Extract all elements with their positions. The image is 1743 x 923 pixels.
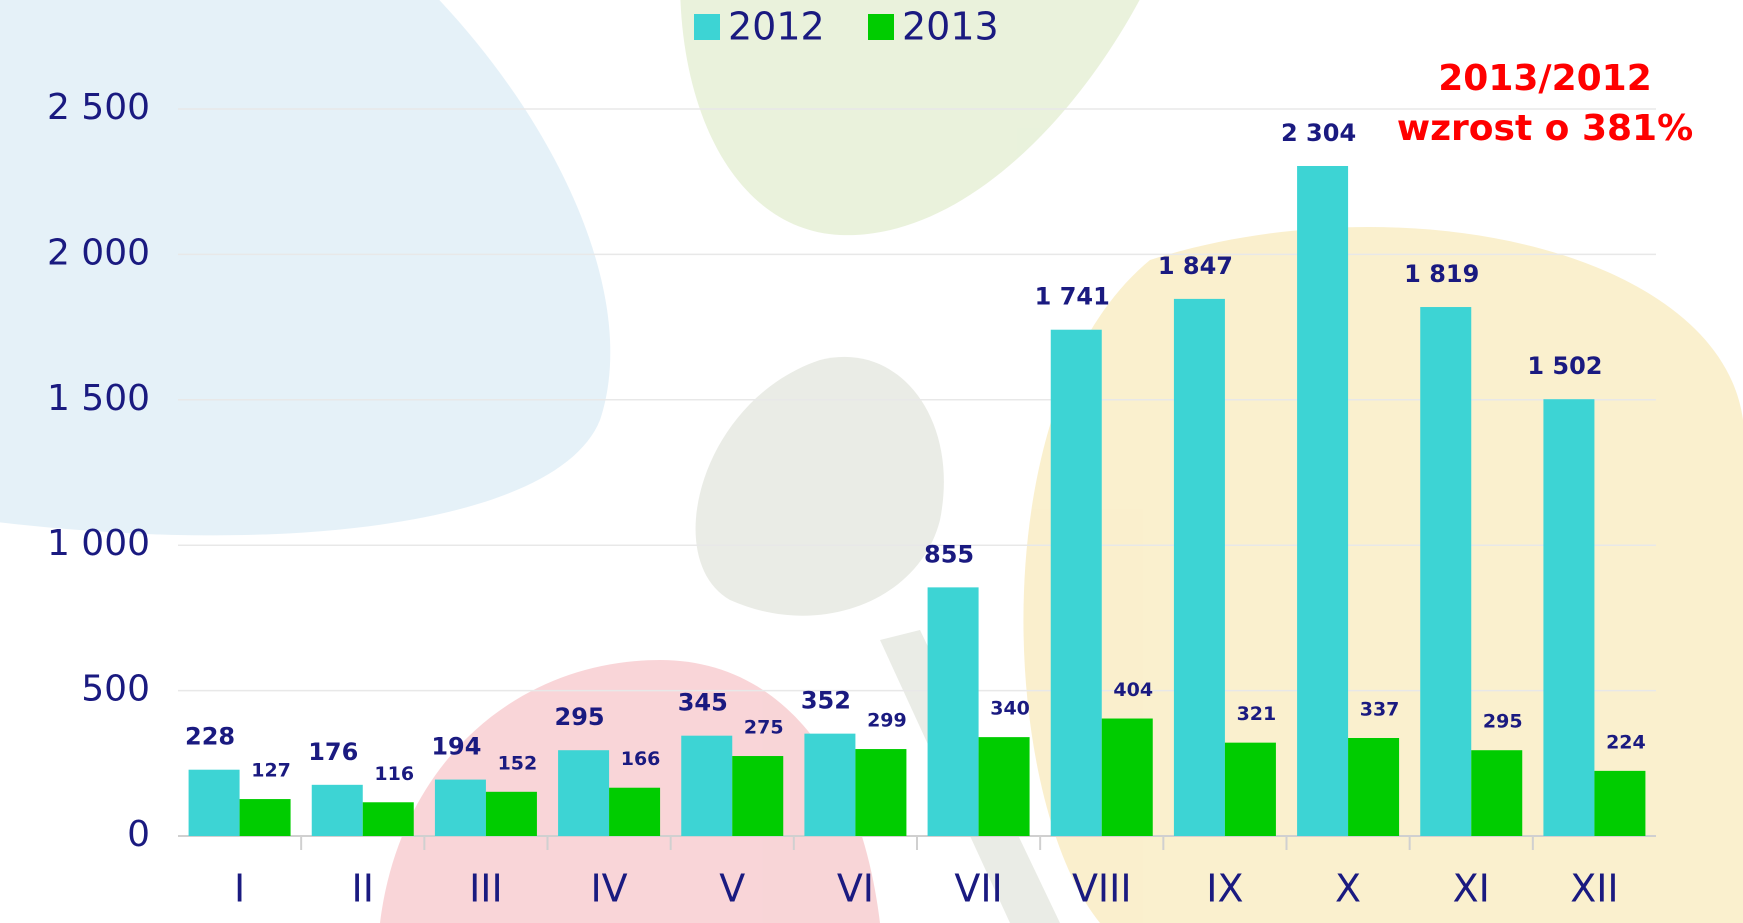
data-label: 295 [555, 703, 605, 731]
bar [804, 733, 856, 836]
bar [681, 735, 733, 836]
data-label: 337 [1360, 699, 1400, 721]
data-label: 275 [744, 717, 784, 739]
x-tick-label: V [719, 867, 745, 911]
legend-label: 2013 [902, 5, 999, 49]
bar [609, 787, 661, 836]
x-tick-label: XII [1570, 867, 1618, 911]
bar [978, 737, 1030, 836]
data-label: 116 [374, 763, 414, 785]
x-tick-label: IV [590, 867, 627, 911]
data-label: 1 502 [1527, 352, 1602, 380]
y-tick-label: 500 [81, 669, 150, 710]
data-label: 299 [867, 710, 907, 732]
bar [434, 779, 486, 836]
data-label: 1 741 [1035, 283, 1110, 311]
x-tick-label: XI [1453, 867, 1490, 911]
y-tick-label: 0 [127, 814, 150, 855]
x-tick-label: III [469, 867, 503, 911]
y-tick-label: 2 500 [47, 87, 150, 128]
bar [485, 791, 537, 836]
bar [732, 756, 784, 836]
bar [311, 784, 363, 836]
bar [239, 799, 291, 836]
annotation: wzrost o 381% [1397, 108, 1693, 149]
data-label: 1 819 [1404, 260, 1479, 288]
bar [362, 802, 414, 836]
x-tick-label: I [234, 867, 245, 911]
x-tick-label: X [1335, 867, 1361, 911]
bar [1543, 399, 1595, 836]
x-tick-label: VIII [1072, 867, 1132, 911]
data-label: 194 [431, 733, 481, 761]
data-label: 152 [498, 752, 538, 774]
bar [927, 587, 979, 836]
x-tick-label: VI [837, 867, 874, 911]
legend-swatch [868, 14, 894, 40]
bar [1297, 165, 1349, 836]
data-label: 166 [621, 748, 661, 770]
bar [188, 769, 240, 836]
y-tick-label: 1 000 [47, 523, 150, 564]
x-tick-label: VII [954, 867, 1002, 911]
data-label: 345 [678, 689, 728, 717]
y-tick-label: 1 500 [47, 378, 150, 419]
bar [1101, 718, 1153, 836]
legend-label: 2012 [728, 5, 825, 49]
x-tick-label: II [352, 867, 374, 911]
bar [855, 749, 907, 836]
bar [1348, 738, 1400, 836]
bar [1224, 742, 1276, 836]
y-tick-label: 2 000 [47, 232, 150, 273]
annotation: 2013/2012 [1438, 58, 1652, 99]
bar [1420, 307, 1472, 836]
bar [558, 750, 610, 836]
data-label: 224 [1606, 731, 1646, 753]
data-label: 127 [251, 760, 291, 782]
bar [1050, 329, 1102, 836]
bar [1594, 770, 1646, 836]
data-label: 176 [308, 738, 358, 766]
data-label: 1 847 [1158, 252, 1233, 280]
data-label: 228 [185, 723, 235, 751]
data-label: 340 [990, 698, 1030, 720]
data-label: 321 [1237, 703, 1277, 725]
data-label: 295 [1483, 711, 1523, 733]
bar [1471, 750, 1523, 836]
data-label: 404 [1113, 679, 1153, 701]
data-label: 2 304 [1281, 119, 1356, 147]
x-tick-label: IX [1206, 867, 1243, 911]
data-label: 855 [924, 540, 974, 568]
data-label: 352 [801, 687, 851, 715]
legend-swatch [694, 14, 720, 40]
bar [1173, 298, 1225, 836]
